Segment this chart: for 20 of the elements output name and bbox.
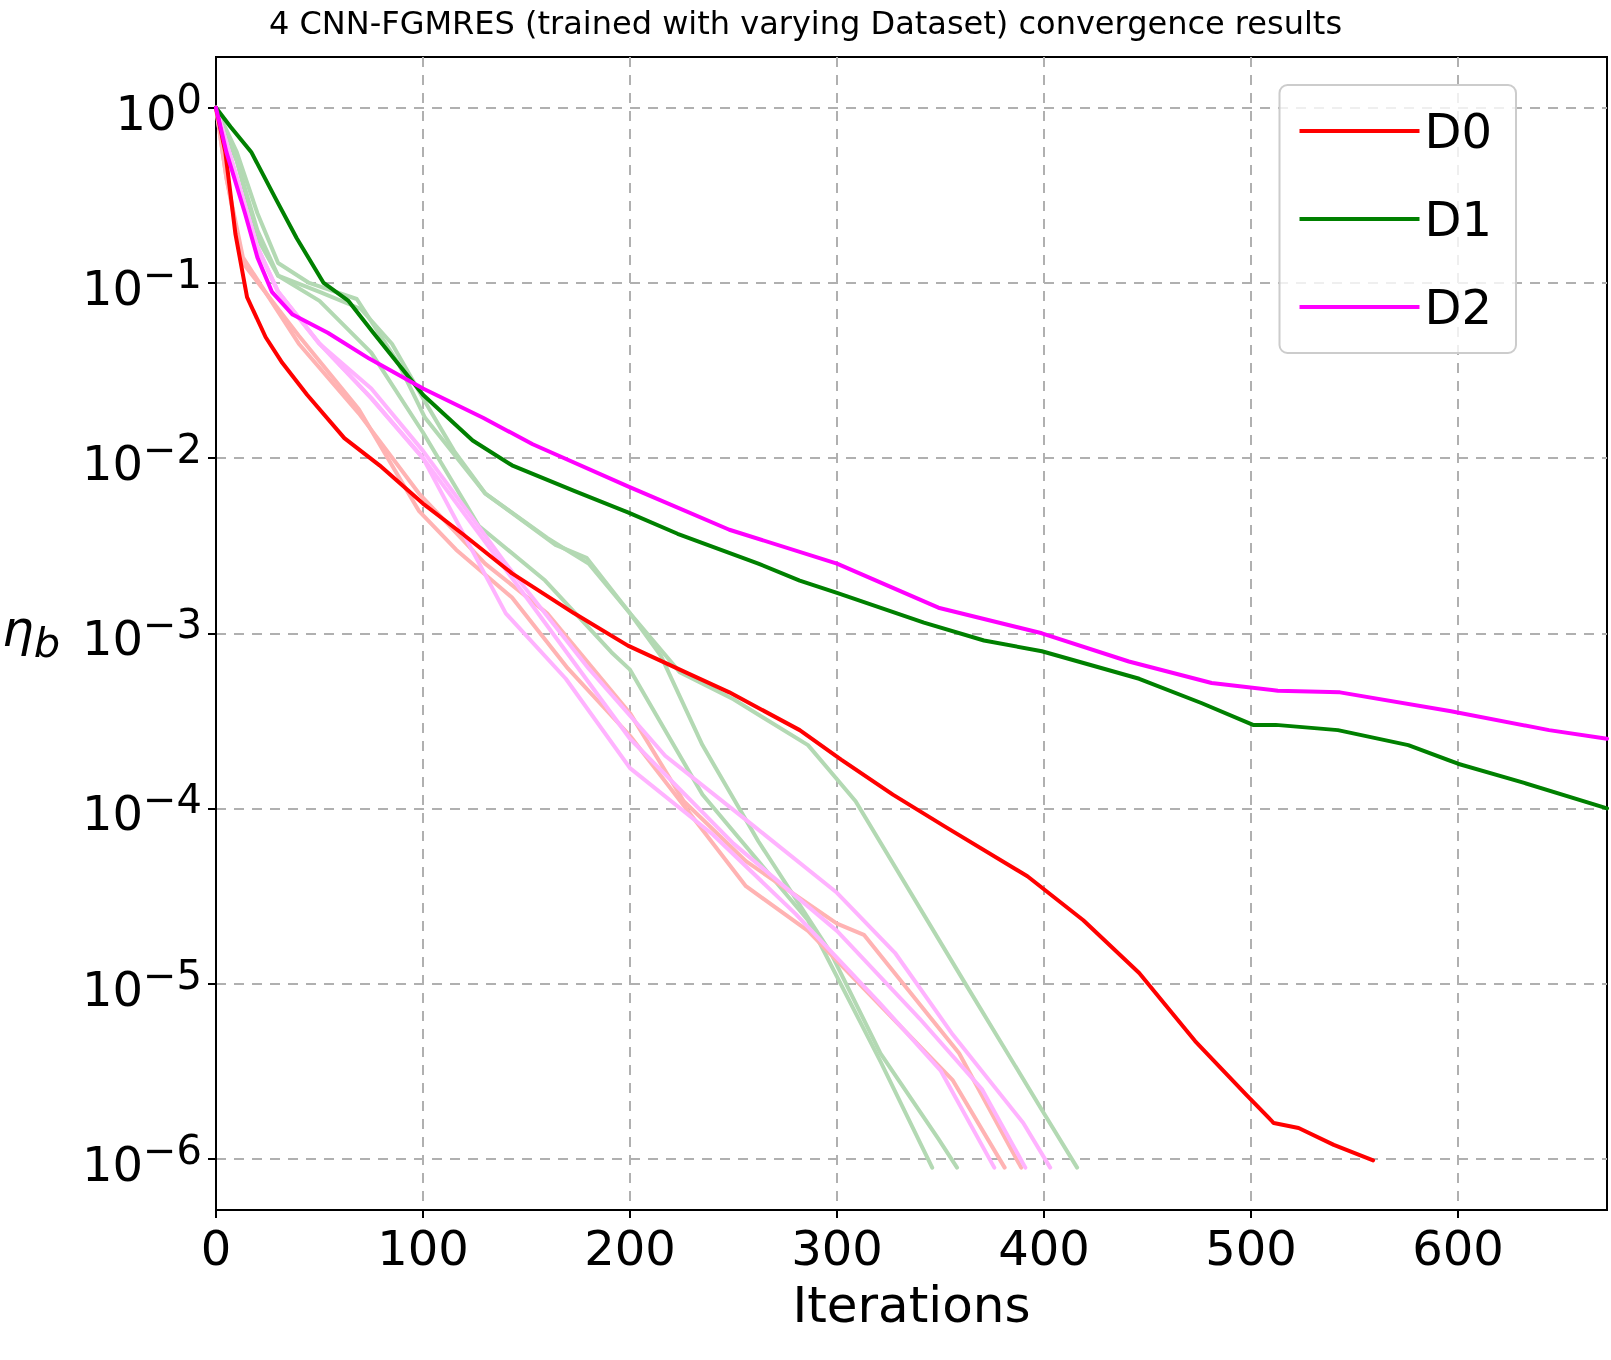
x-tick-label: 600 <box>1412 1220 1504 1276</box>
y-tick-label: 10$^{−1}$ <box>81 250 202 316</box>
legend-label: D0 <box>1424 103 1492 159</box>
legend-label: D1 <box>1424 191 1492 247</box>
y-tick-label: 10$^{−2}$ <box>81 426 202 492</box>
x-tick-label: 300 <box>791 1220 883 1276</box>
y-tick-label: 10$^{−4}$ <box>81 776 202 842</box>
chart-title: 4 CNN-FGMRES (trained with varying Dataset) convergence results <box>268 4 1343 42</box>
y-tick-label: 10$^{−3}$ <box>81 601 202 667</box>
x-tick-label: 100 <box>377 1220 469 1276</box>
legend-label: D2 <box>1424 279 1492 335</box>
x-axis-title: Iterations <box>792 1276 1031 1334</box>
y-axis-title: η$_{b}$ <box>2 599 61 667</box>
y-tick-label: 10$^{−6}$ <box>81 1126 202 1192</box>
y-tick-label: 10$^{−5}$ <box>81 951 202 1017</box>
x-tick-label: 500 <box>1205 1220 1297 1276</box>
x-tick-label: 400 <box>998 1220 1090 1276</box>
x-tick-label: 0 <box>200 1220 232 1276</box>
x-tick-label: 200 <box>584 1220 676 1276</box>
y-tick-label: 10$^{0}$ <box>115 75 202 141</box>
